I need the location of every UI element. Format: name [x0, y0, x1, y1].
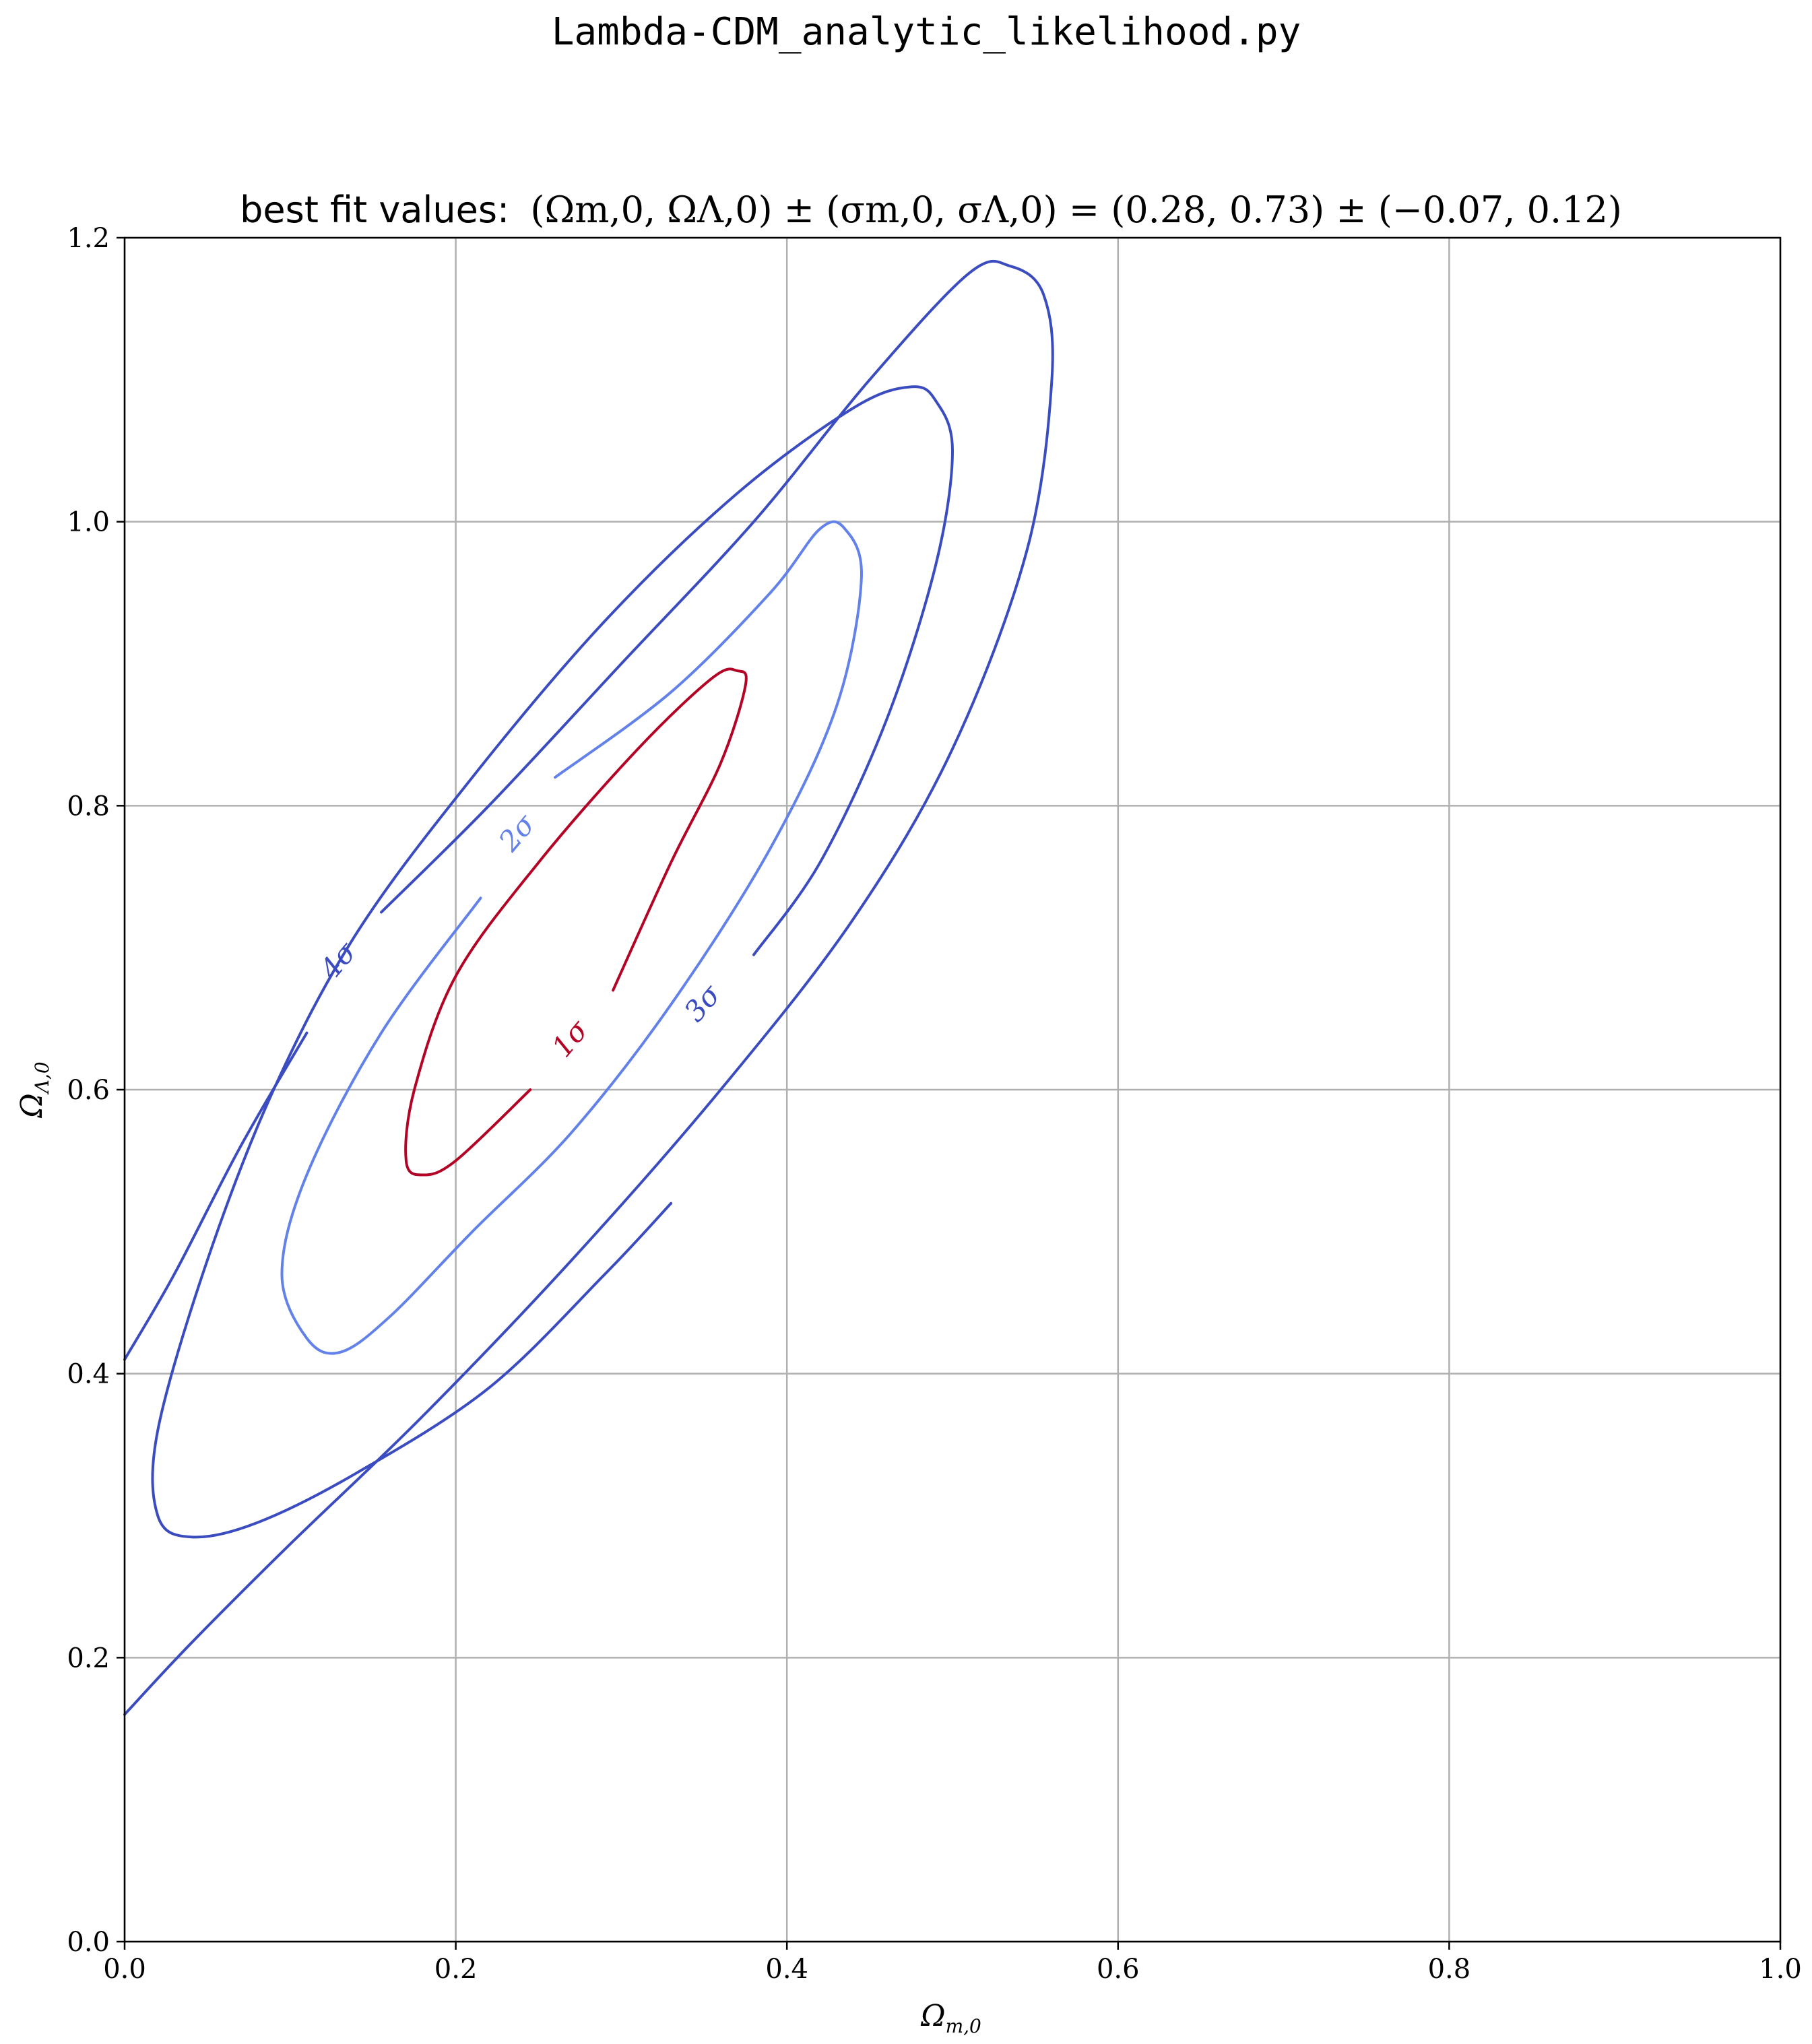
x-tick-label: 0.2	[434, 1954, 478, 1985]
y-tick-label: 0.0	[67, 1927, 110, 1958]
figure-suptitle: Lambda-CDM_analytic_likelihood.py	[552, 10, 1301, 54]
contour-layer	[123, 260, 1054, 1716]
x-tick-label: 0.6	[1097, 1954, 1140, 1985]
y-axis-subscript: Λ,0	[31, 1061, 53, 1095]
x-tick-label: 0.0	[103, 1954, 146, 1985]
contour-label-2-sigma: 2σ	[492, 807, 542, 858]
svg-text:Ωm,0: Ωm,0	[920, 1999, 981, 2037]
contour-line-3-sigma	[151, 385, 954, 1539]
y-tick-label: 0.4	[67, 1359, 110, 1390]
svg-text:ΩΛ,0: ΩΛ,0	[15, 1061, 53, 1118]
tick-layer: 0.0 0.2 0.4 0.6 0.8 1.0 0.0 0.2 0.4 0.6 0.8 1.0 1.2	[67, 223, 1801, 1985]
contour-line-1-sigma	[404, 667, 748, 1177]
plot-title-prefix: best fit values:	[240, 189, 509, 231]
contour-label-1-sigma: 1σ	[545, 1013, 595, 1063]
y-tick-label: 0.6	[67, 1075, 110, 1106]
x-tick-label: 0.8	[1428, 1954, 1471, 1985]
contour-line-4-sigma-segment	[123, 1031, 309, 1361]
x-tick-label: 0.4	[765, 1954, 808, 1985]
contour-line-2-sigma	[280, 520, 863, 1355]
contour-label-4-sigma: 4σ	[313, 935, 364, 986]
y-tick-label: 1.2	[67, 223, 110, 254]
contour-line-4-sigma	[123, 260, 1054, 1716]
x-axis-symbol: Ω	[920, 1999, 945, 2033]
grid-layer	[123, 236, 1782, 1943]
x-axis-subscript: m,0	[946, 2015, 981, 2037]
y-axis-label: ΩΛ,0	[15, 1061, 53, 1118]
y-tick-label: 0.2	[67, 1643, 110, 1674]
plot-title: best fit values: (Ωm,0, ΩΛ,0) ± (σm,0, σ…	[240, 189, 1622, 231]
y-axis-symbol: Ω	[15, 1093, 49, 1118]
plot-title-math: (Ωm,0, ΩΛ,0) ± (σm,0, σΛ,0) = (0.28, 0.7…	[530, 189, 1622, 231]
svg-text:best fit values: (Ωm,0,: best fit values: (Ωm,0, ΩΛ,0) ± (σm,0, σ…	[240, 189, 1622, 231]
y-tick-label: 0.8	[67, 791, 110, 822]
x-axis-label: Ωm,0	[920, 1999, 981, 2037]
y-tick-label: 1.0	[67, 507, 110, 538]
x-tick-label: 1.0	[1759, 1954, 1802, 1985]
